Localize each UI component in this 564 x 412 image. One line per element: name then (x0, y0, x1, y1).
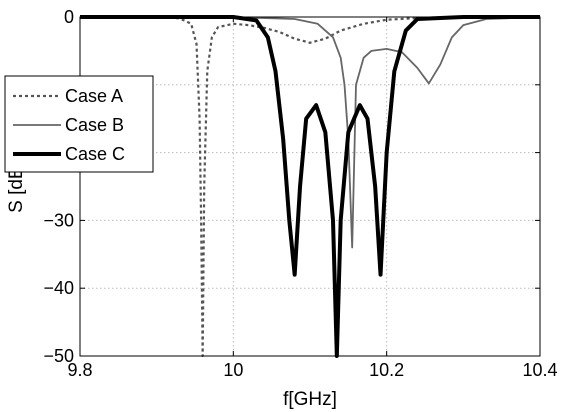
x-tick-label: 10.4 (522, 360, 557, 380)
plot-area (80, 15, 541, 358)
legend-label: Case C (65, 144, 125, 164)
legend: Case A Case B Case C (4, 75, 154, 173)
series-line-case-a (80, 15, 540, 358)
x-axis-label: f[GHz] (283, 389, 337, 410)
x-tick-label: 10.2 (369, 360, 404, 380)
y-axis-label: S [dB] (6, 161, 27, 213)
series-line-case-b (80, 16, 541, 249)
y-tick-label: −50 (43, 346, 74, 366)
x-tick-label: 9.8 (67, 360, 92, 380)
y-tick-label: −40 (43, 278, 74, 298)
legend-box (4, 75, 154, 173)
grid (80, 17, 540, 356)
legend-label: Case A (65, 86, 123, 106)
legend-label: Case B (65, 115, 124, 135)
plot-frame (79, 16, 541, 357)
series-line-case-c (80, 15, 540, 358)
x-tick-label: 10 (223, 360, 243, 380)
y-tick-label: −30 (43, 210, 74, 230)
y-tick-label: 0 (64, 7, 74, 27)
axes-frame (79, 16, 541, 357)
